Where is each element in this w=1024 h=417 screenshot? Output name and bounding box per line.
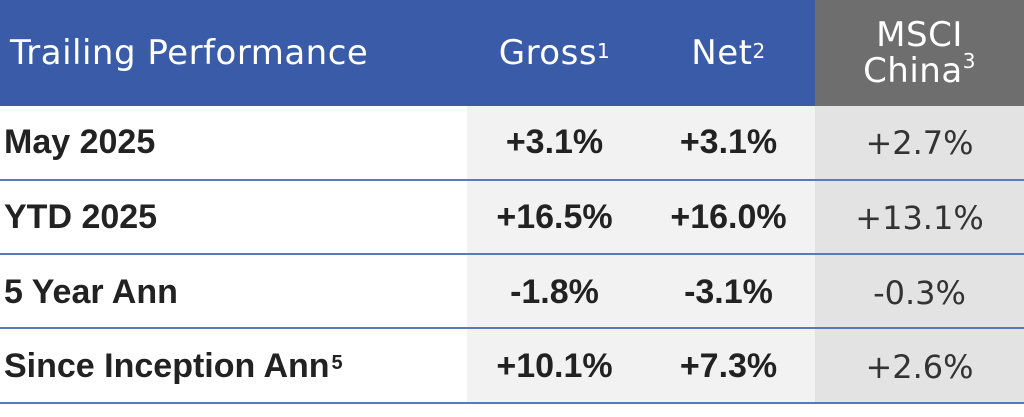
benchmark-header-background [815,0,1024,106]
msci-value: +13.1% [855,198,984,237]
net-value: +16.0% [670,198,787,236]
msci-value: -0.3% [873,273,966,312]
gross-value: +3.1% [505,123,604,161]
table-row: May 2025 +3.1% +3.1% +2.7% [0,106,1024,179]
msci-value: +2.7% [865,123,974,162]
gross-value: +10.1% [496,347,613,385]
msci-line2: China3 [863,48,976,91]
table-row: YTD 2025 +16.5% +16.0% +13.1% [0,181,1024,254]
table-row: Since Inception Ann 5 +10.1% +7.3% +2.6% [0,330,1024,403]
row-label: May 2025 [4,123,156,161]
gross-value: +16.5% [496,198,613,236]
net-value: -3.1% [684,273,773,311]
fund-columns-background [467,106,815,404]
header-net: Net 2 [691,33,766,73]
msci-line1: MSCI [876,15,963,55]
header-msci-china: MSCI China3 [815,0,1024,106]
row-divider [0,253,1024,255]
header-background [0,0,815,106]
table-row: 5 Year Ann -1.8% -3.1% -0.3% [0,256,1024,329]
msci-value: +2.6% [865,347,974,386]
row-divider [0,327,1024,329]
row-label: YTD 2025 [4,198,158,236]
net-value: +3.1% [679,123,778,161]
msci-footnote: 3 [962,48,976,73]
benchmark-column-background [815,106,1024,404]
header-title: Trailing Performance [10,33,369,73]
gross-value: -1.8% [510,273,599,311]
row-divider [0,402,1024,404]
net-value: +7.3% [679,347,778,385]
row-divider [0,179,1024,181]
row-label: 5 Year Ann [4,273,178,311]
header-gross: Gross 1 [498,33,611,73]
row-label: Since Inception Ann 5 [4,347,343,385]
